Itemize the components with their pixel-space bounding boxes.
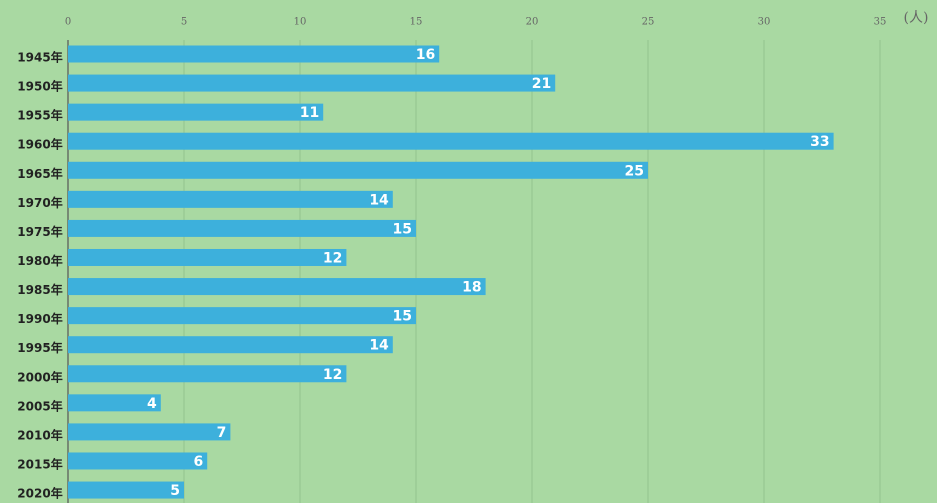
y-tick-label: 2000年 bbox=[17, 369, 62, 384]
axis-unit: (人) bbox=[904, 10, 929, 26]
x-tick-label: 10 bbox=[294, 17, 307, 28]
bar bbox=[68, 190, 393, 208]
value-label: 18 bbox=[462, 280, 481, 296]
y-tick-label: 1965年 bbox=[17, 166, 62, 181]
y-tick-label: 1950年 bbox=[17, 79, 62, 94]
x-tick-label: 5 bbox=[181, 17, 187, 28]
y-tick-label: 2015年 bbox=[17, 456, 62, 471]
y-tick-label: 2020年 bbox=[17, 486, 62, 501]
y-tick-label: 1955年 bbox=[17, 108, 62, 123]
value-label: 21 bbox=[532, 76, 551, 92]
y-tick-label: 1995年 bbox=[17, 340, 62, 355]
value-label: 4 bbox=[147, 396, 157, 412]
bar bbox=[68, 452, 208, 470]
bar bbox=[68, 423, 231, 441]
y-tick-label: 1970年 bbox=[17, 195, 62, 210]
bar bbox=[68, 365, 347, 383]
bar bbox=[68, 161, 648, 179]
y-tick-label: 2005年 bbox=[17, 398, 62, 413]
y-tick-label: 1985年 bbox=[17, 282, 62, 297]
x-tick-label: 20 bbox=[526, 17, 539, 28]
x-tick-label: 25 bbox=[642, 17, 655, 28]
bar bbox=[68, 74, 556, 92]
value-label: 5 bbox=[170, 483, 180, 499]
value-label: 12 bbox=[323, 367, 342, 383]
bar bbox=[68, 219, 416, 237]
y-tick-label: 1945年 bbox=[17, 50, 62, 65]
value-label: 14 bbox=[369, 338, 389, 354]
value-label: 15 bbox=[393, 221, 412, 237]
bar bbox=[68, 336, 393, 354]
bar bbox=[68, 481, 184, 499]
y-tick-label: 1960年 bbox=[17, 137, 62, 152]
value-label: 6 bbox=[193, 454, 203, 470]
value-label: 15 bbox=[393, 309, 412, 325]
value-label: 7 bbox=[217, 425, 227, 441]
y-tick-label: 1975年 bbox=[17, 224, 62, 239]
value-label: 12 bbox=[323, 250, 342, 266]
value-label: 33 bbox=[810, 134, 829, 150]
x-tick-label: 0 bbox=[65, 17, 71, 28]
value-label: 25 bbox=[625, 163, 644, 179]
value-label: 14 bbox=[369, 192, 389, 208]
bar bbox=[68, 45, 440, 63]
value-label: 11 bbox=[300, 105, 319, 121]
bar bbox=[68, 248, 347, 266]
y-tick-label: 1980年 bbox=[17, 253, 62, 268]
bar bbox=[68, 307, 416, 325]
value-label: 16 bbox=[416, 47, 435, 63]
x-tick-label: 35 bbox=[874, 17, 887, 28]
y-tick-label: 1990年 bbox=[17, 311, 62, 326]
bar bbox=[68, 394, 161, 412]
x-tick-label: 30 bbox=[758, 17, 771, 28]
bar bbox=[68, 132, 834, 150]
y-tick-label: 2010年 bbox=[17, 427, 62, 442]
bar bbox=[68, 278, 486, 296]
bar bbox=[68, 103, 324, 121]
x-tick-label: 15 bbox=[410, 17, 423, 28]
